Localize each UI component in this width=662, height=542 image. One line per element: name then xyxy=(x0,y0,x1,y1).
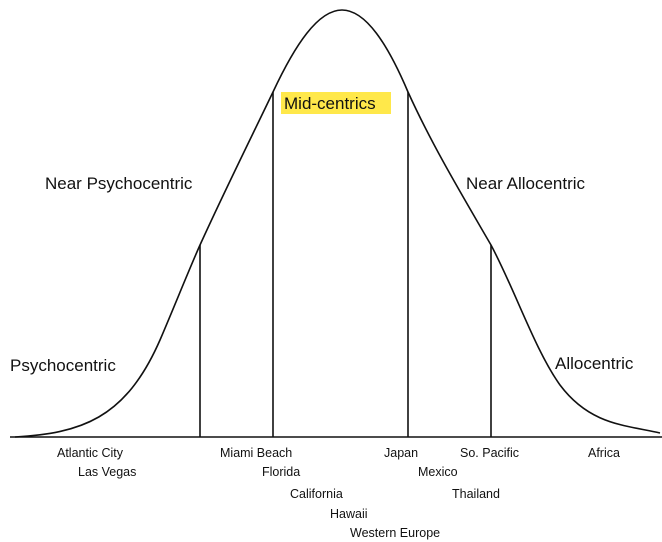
destination: Hawaii xyxy=(330,507,368,521)
destination: Thailand xyxy=(452,487,500,501)
segment-label: Psychocentric xyxy=(10,356,116,375)
destination: Florida xyxy=(262,465,300,479)
destination: Mexico xyxy=(418,465,458,479)
segment-label: Allocentric xyxy=(555,354,634,373)
highlight xyxy=(281,92,391,114)
destination: Africa xyxy=(588,446,620,460)
bell-curve xyxy=(14,9,661,438)
destination: Las Vegas xyxy=(78,465,136,479)
destination: Japan xyxy=(384,446,418,460)
segment-label: Near Allocentric xyxy=(466,174,586,193)
destination: Western Europe xyxy=(350,526,440,540)
destination: Miami Beach xyxy=(220,446,292,460)
destination: California xyxy=(290,487,343,501)
destination: Atlantic City xyxy=(57,446,124,460)
destination: So. Pacific xyxy=(460,446,519,460)
segment-label: Mid-centrics xyxy=(284,94,376,113)
segment-label: Near Psychocentric xyxy=(45,174,193,193)
